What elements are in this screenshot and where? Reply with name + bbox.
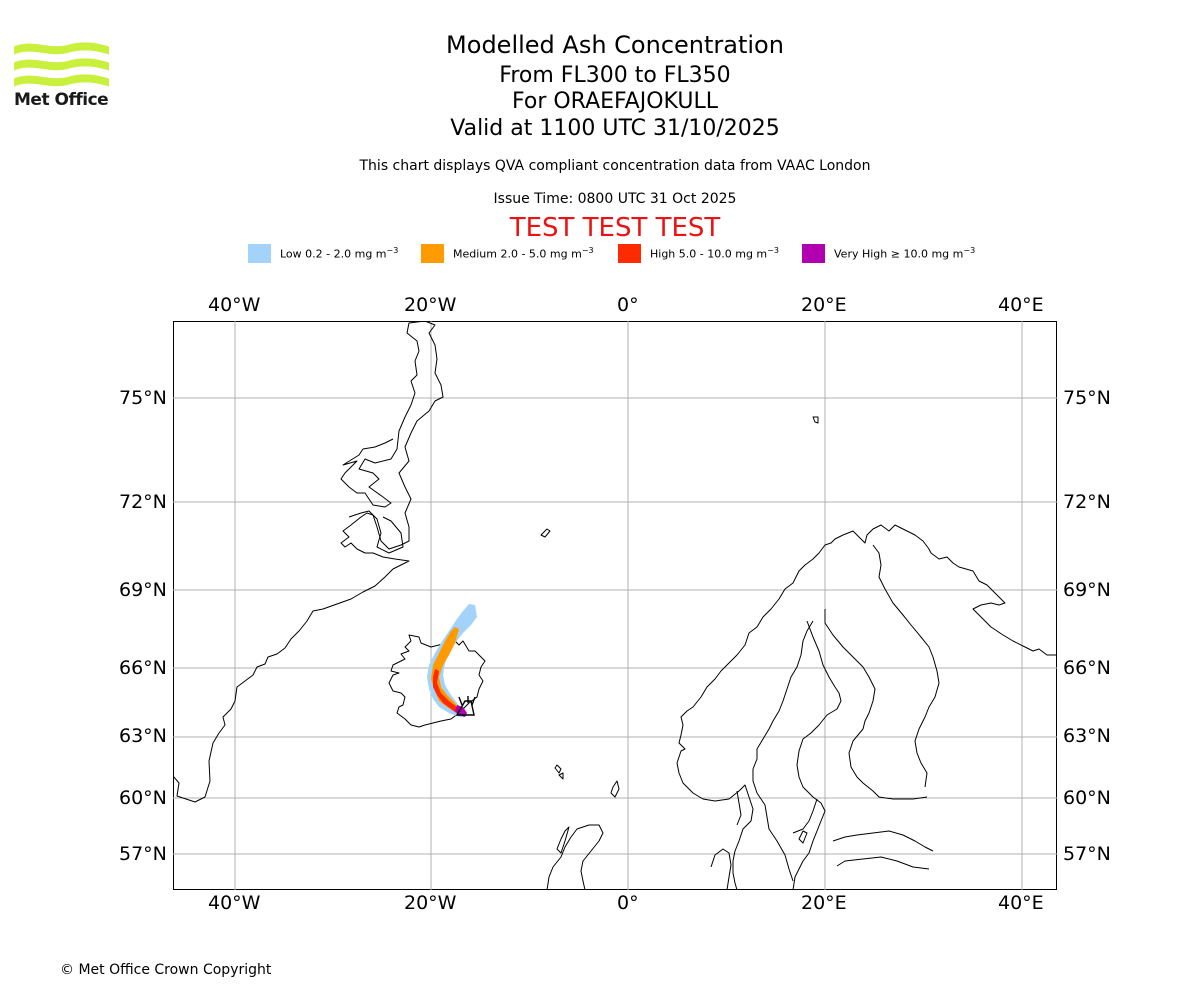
- lon-tick-bottom-40e: 40°E: [998, 892, 1044, 914]
- issue-time: Issue Time: 0800 UTC 31 Oct 2025: [493, 191, 737, 207]
- denmark: [710, 848, 732, 890]
- lat-tick-left-66n: 66°N: [119, 657, 167, 679]
- ash-map: [173, 321, 1057, 890]
- legend-swatch-low: [248, 244, 271, 263]
- hebrides: [556, 826, 570, 854]
- chart-description: This chart displays QVA compliant concen…: [359, 158, 871, 174]
- greenland-inlet: [348, 510, 404, 554]
- lon-tick-top-40e: 40°E: [998, 294, 1044, 316]
- scotland-coast: [546, 824, 604, 890]
- lat-tick-right-63n: 63°N: [1063, 725, 1111, 747]
- copyright-notice: © Met Office Crown Copyright: [60, 962, 272, 978]
- lat-tick-right-66n: 66°N: [1063, 657, 1111, 679]
- lat-tick-right-57n: 57°N: [1063, 843, 1111, 865]
- lat-tick-right-60n: 60°N: [1063, 787, 1111, 809]
- lon-tick-top-20e: 20°E: [801, 294, 847, 316]
- lon-tick-top-0: 0°: [617, 294, 639, 316]
- bothnia-west: [792, 620, 842, 890]
- legend-swatch-very-high: [802, 244, 825, 263]
- lat-tick-right-72n: 72°N: [1063, 491, 1111, 513]
- greenland-coast: [173, 321, 444, 803]
- volcano-marker: [455, 696, 476, 716]
- iceland-coast: [388, 634, 486, 728]
- legend-label-high: High 5.0 - 10.0 mg m−3: [650, 246, 779, 261]
- volcano-name: For ORAEFAJOKULL: [512, 89, 718, 114]
- lat-tick-right-69n: 69°N: [1063, 579, 1111, 601]
- lat-tick-left-75n: 75°N: [119, 387, 167, 409]
- faroe-islands-2: [558, 772, 564, 780]
- lon-tick-top-20w: 20°W: [404, 294, 457, 316]
- lon-tick-bottom-40w: 40°W: [208, 892, 261, 914]
- small-arctic-island: [812, 416, 819, 424]
- estonia-coast: [836, 856, 930, 870]
- sweden-norway-border: [752, 620, 814, 882]
- jan-mayen: [540, 528, 551, 538]
- flight-level-range: From FL300 to FL350: [499, 63, 731, 88]
- lat-tick-left-63n: 63°N: [119, 725, 167, 747]
- lat-tick-left-69n: 69°N: [119, 579, 167, 601]
- legend-label-very-high: Very High ≥ 10.0 mg m−3: [834, 246, 976, 261]
- scandinavia-coast: [676, 524, 1057, 764]
- finland-border: [872, 544, 940, 788]
- logo-wordmark: Met Office: [14, 90, 109, 110]
- legend-swatch-high: [618, 244, 641, 263]
- lat-tick-left-60n: 60°N: [119, 787, 167, 809]
- norway-south-coast: [676, 762, 754, 890]
- oslofjord: [736, 790, 742, 826]
- gulf-of-bothnia: [824, 609, 928, 800]
- shetland: [610, 780, 620, 798]
- valid-time: Valid at 1100 UTC 31/10/2025: [450, 116, 780, 141]
- graticule: [173, 321, 1057, 890]
- legend-label-low: Low 0.2 - 2.0 mg m−3: [280, 246, 399, 261]
- legend-label-medium: Medium 2.0 - 5.0 mg m−3: [453, 246, 594, 261]
- test-banner: TEST TEST TEST: [509, 213, 721, 243]
- legend-swatch-medium: [421, 244, 444, 263]
- lon-tick-bottom-0: 0°: [617, 892, 639, 914]
- chart-title: Modelled Ash Concentration: [446, 31, 784, 59]
- lat-tick-left-72n: 72°N: [119, 491, 167, 513]
- lat-tick-left-57n: 57°N: [119, 843, 167, 865]
- lat-tick-right-75n: 75°N: [1063, 387, 1111, 409]
- gotland: [798, 830, 808, 844]
- lon-tick-top-40w: 40°W: [208, 294, 261, 316]
- sweden-southeast: [792, 798, 818, 834]
- coastlines: [173, 321, 1057, 890]
- lon-tick-bottom-20w: 20°W: [404, 892, 457, 914]
- met-office-logo: [14, 42, 109, 87]
- faroe-islands: [554, 764, 562, 774]
- ash-plume: [427, 604, 477, 717]
- gulf-of-finland: [832, 830, 934, 852]
- lon-tick-bottom-20e: 20°E: [801, 892, 847, 914]
